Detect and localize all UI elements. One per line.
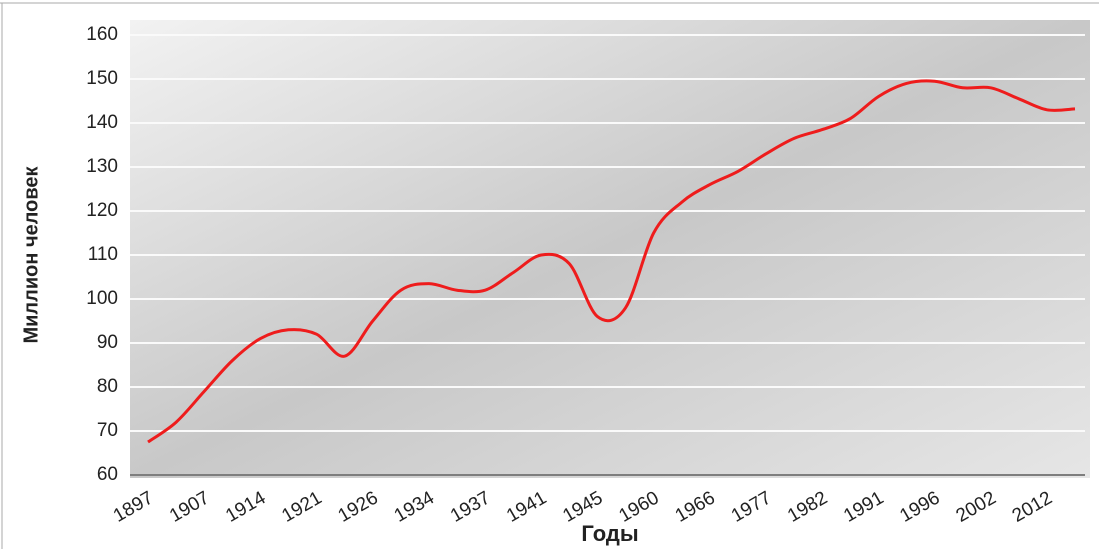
y-tick-label: 130 [86, 156, 118, 177]
y-tick-label: 100 [86, 288, 118, 309]
y-tick-label: 120 [86, 200, 118, 221]
y-tick-label: 90 [97, 332, 118, 353]
y-tick-label: 110 [88, 244, 118, 265]
population-line [147, 79, 1076, 444]
x-axis-title: Годы [581, 521, 638, 546]
plot-background [130, 20, 1090, 478]
y-tick-label: 150 [86, 68, 118, 89]
y-axis-title: Миллион человек [20, 165, 42, 343]
y-tick-label: 160 [86, 24, 118, 45]
y-tick-label: 80 [97, 376, 118, 397]
y-tick-label: 60 [97, 464, 118, 485]
y-tick-label: 140 [86, 112, 118, 133]
y-tick-label: 70 [97, 420, 118, 441]
